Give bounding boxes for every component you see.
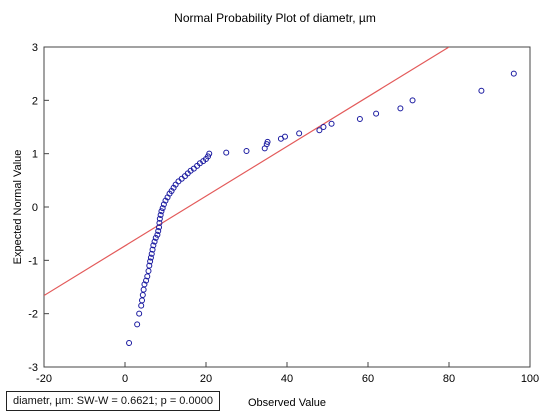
reference-line-group [44, 47, 450, 297]
x-tick-label: 40 [281, 373, 293, 385]
y-tick-label: 0 [32, 202, 38, 214]
data-point [141, 281, 148, 288]
data-point [147, 254, 154, 261]
data-point [152, 234, 159, 241]
data-point [138, 302, 145, 309]
data-point [223, 149, 230, 156]
y-axis-label: Expected Normal Value [12, 150, 24, 265]
x-tick-label: 100 [521, 373, 539, 385]
y-tick-label: 3 [32, 42, 38, 54]
y-axis-ticks: -3 -2 -1 0 1 2 3 [28, 42, 49, 374]
data-point [175, 178, 182, 185]
data-point [409, 97, 416, 104]
x-tick-label: 0 [122, 373, 128, 385]
data-point [264, 138, 271, 145]
data-point [140, 286, 147, 293]
data-point [178, 175, 185, 182]
data-point [156, 215, 163, 222]
data-point [316, 127, 323, 134]
data-point [397, 105, 404, 112]
data-point [147, 258, 154, 265]
data-point [158, 208, 165, 215]
data-point [139, 297, 146, 304]
data-point [139, 292, 146, 298]
x-tick-label: 60 [362, 373, 374, 385]
data-point [154, 231, 161, 238]
data-point [146, 262, 153, 269]
data-point [328, 120, 335, 127]
data-point [478, 87, 485, 94]
x-axis-label: Observed Value [248, 397, 326, 409]
data-point [155, 228, 162, 234]
data-point [151, 238, 158, 245]
x-tick-label: 20 [200, 373, 212, 385]
data-point [145, 268, 152, 274]
data-point [156, 220, 163, 226]
data-point [156, 224, 163, 231]
data-points-group [126, 70, 517, 346]
data-point [281, 133, 288, 140]
statistics-box: diametr, µm: SW-W = 0.6621; p = 0.0000 [6, 391, 220, 411]
data-point [320, 124, 327, 130]
data-point [149, 246, 156, 253]
data-point [148, 250, 155, 257]
data-point [243, 148, 250, 154]
chart-title: Normal Probability Plot of diametr, µm [174, 11, 376, 25]
reference-line [44, 47, 450, 297]
y-tick-label: -1 [28, 255, 38, 267]
data-point [126, 340, 133, 346]
data-point [160, 201, 167, 208]
y-tick-label: 2 [32, 95, 38, 107]
plot-frame [43, 46, 531, 368]
data-point [356, 116, 363, 122]
data-point [150, 242, 157, 249]
data-point [136, 310, 143, 317]
data-point [159, 205, 166, 212]
y-tick-label: -2 [28, 309, 38, 321]
data-point [510, 70, 517, 77]
data-point [144, 273, 151, 280]
data-point [134, 321, 141, 328]
y-tick-label: -3 [28, 362, 38, 374]
y-tick-label: 1 [32, 149, 38, 161]
data-point [373, 110, 380, 117]
data-point [206, 150, 213, 157]
x-tick-label: -20 [36, 373, 52, 385]
data-point [296, 130, 303, 137]
x-tick-label: 80 [443, 373, 455, 385]
x-axis-ticks: -20 0 20 40 60 80 100 [36, 362, 539, 385]
data-point [157, 212, 164, 218]
